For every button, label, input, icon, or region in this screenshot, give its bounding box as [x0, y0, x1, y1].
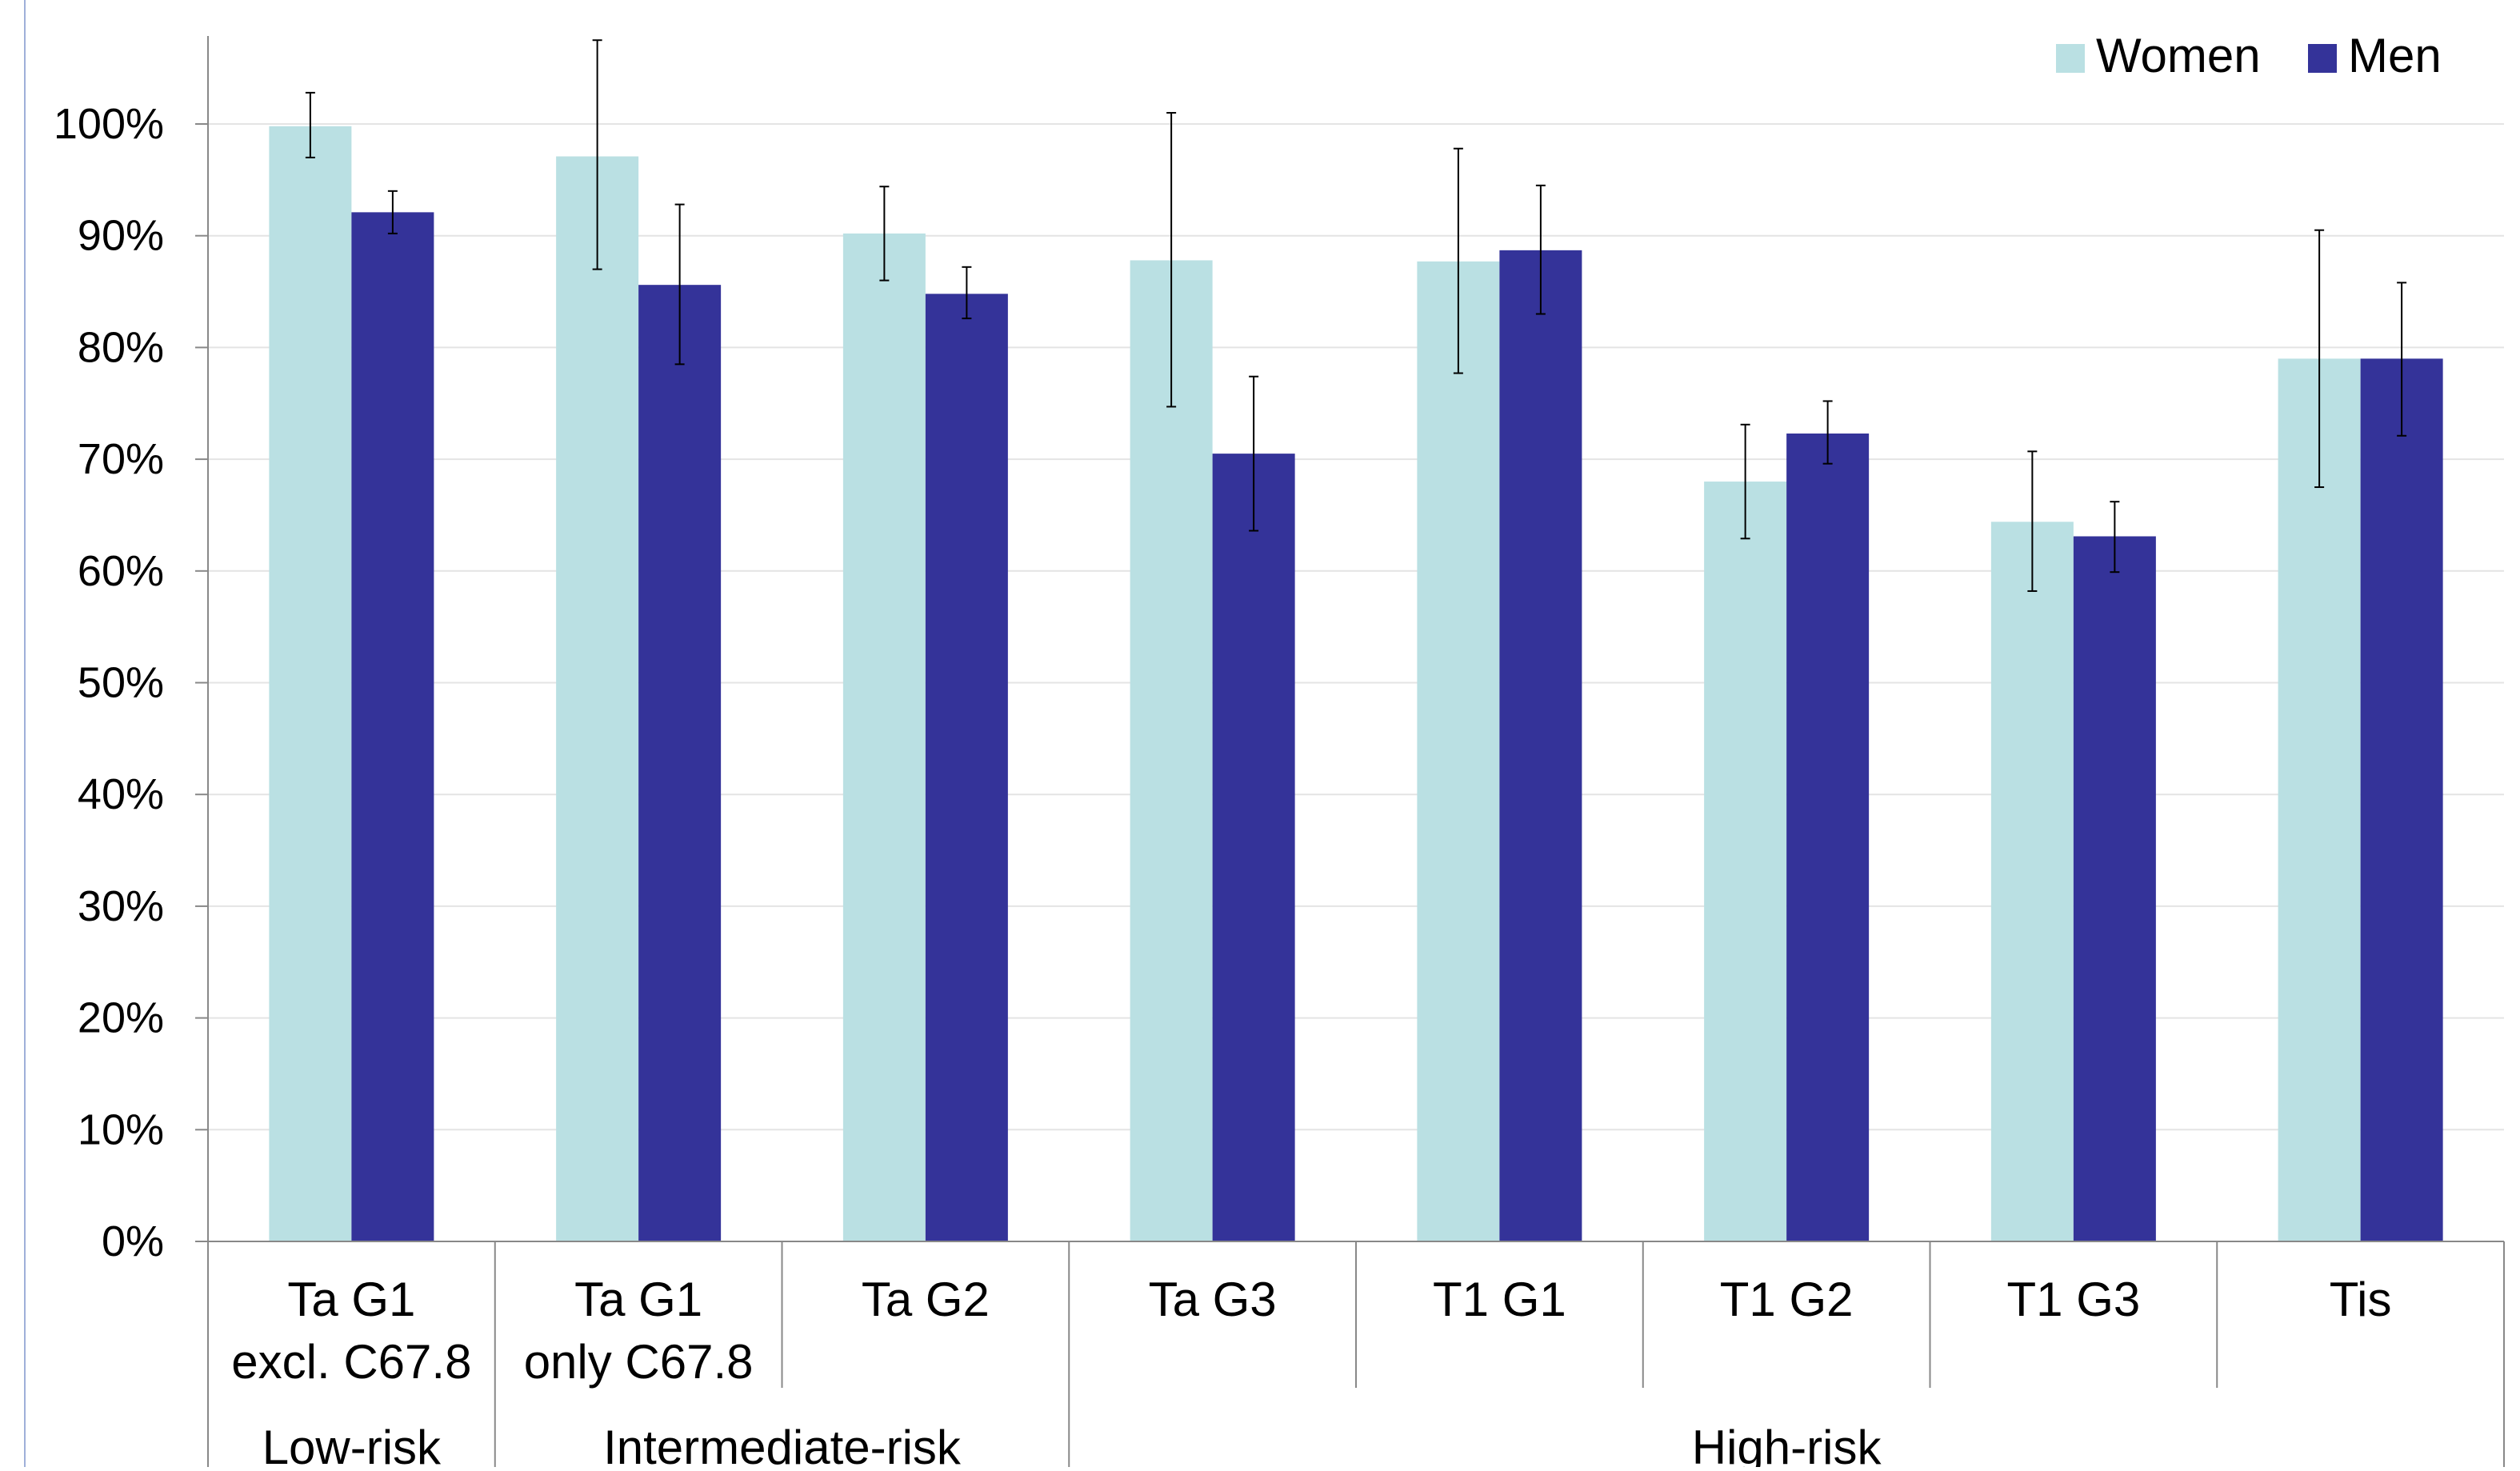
category-labels: Ta G1 excl. C67.8 Ta G1 only C67.8 Ta G2 Ta G… [231, 1241, 2505, 1467]
legend-label-men: Men [2348, 29, 2442, 82]
x-tick-label: T1 G3 [2007, 1273, 2141, 1326]
y-tick-label: 0% [102, 1217, 164, 1265]
y-tick-label: 90% [78, 212, 164, 260]
bar-men [925, 294, 1008, 1241]
y-tick-label: 50% [78, 659, 164, 707]
y-tick-label: 10% [78, 1105, 164, 1153]
bar-women [2278, 358, 2361, 1241]
bar-women [1704, 482, 1787, 1241]
x-tick-label: T1 G1 [1433, 1273, 1566, 1326]
x-tick-label: Ta G1 [287, 1273, 415, 1326]
x-tick-label: Ta G3 [1149, 1273, 1277, 1326]
bar-women [1990, 522, 2074, 1241]
y-tick-label: 70% [78, 435, 164, 483]
bar-men [1499, 250, 1582, 1242]
bar-men [1786, 433, 1870, 1241]
y-tick-label: 80% [78, 323, 164, 371]
group-label: Low-risk [262, 1421, 442, 1467]
bar-women [1417, 261, 1500, 1241]
legend-label-women: Women [2096, 29, 2261, 82]
group-label: High-risk [1692, 1421, 1882, 1467]
bars [269, 126, 2443, 1242]
legend-swatch-men [2308, 44, 2337, 73]
group-labels: Low-risk Intermediate-risk High-risk [262, 1421, 1882, 1471]
x-tick-label: excl. C67.8 [231, 1335, 471, 1389]
bar-men [2360, 358, 2443, 1241]
x-tick-label: T1 G2 [1720, 1273, 1854, 1326]
x-tick-label: Ta G1 [574, 1273, 702, 1326]
legend-swatch-women [2056, 44, 2085, 73]
bar-women [269, 126, 352, 1242]
bar-women [1130, 260, 1213, 1242]
y-tick-label: 60% [78, 547, 164, 595]
y-tick-label: 30% [78, 882, 164, 930]
error-bars [305, 39, 2407, 592]
y-tick-label: 100% [54, 100, 164, 148]
bar-men [638, 285, 722, 1242]
bar-men [2073, 536, 2156, 1241]
legend: Women Men [2056, 29, 2442, 82]
y-tick-label: 40% [78, 770, 164, 818]
bar-women [556, 156, 639, 1242]
x-tick-label: Ta G2 [862, 1273, 990, 1326]
bar-men [351, 212, 434, 1241]
x-tick-label: Tis [2330, 1273, 2392, 1326]
y-axis-tick-labels: 0% 10% 20% 30% 40% 50% 60% 70% 80% 90% 100% [54, 100, 208, 1265]
bar-men [1212, 454, 1295, 1241]
bar-women [842, 233, 926, 1241]
group-label: Intermediate-risk [603, 1421, 962, 1467]
x-tick-label: only C67.8 [524, 1335, 754, 1389]
y-tick-label: 20% [78, 994, 164, 1042]
